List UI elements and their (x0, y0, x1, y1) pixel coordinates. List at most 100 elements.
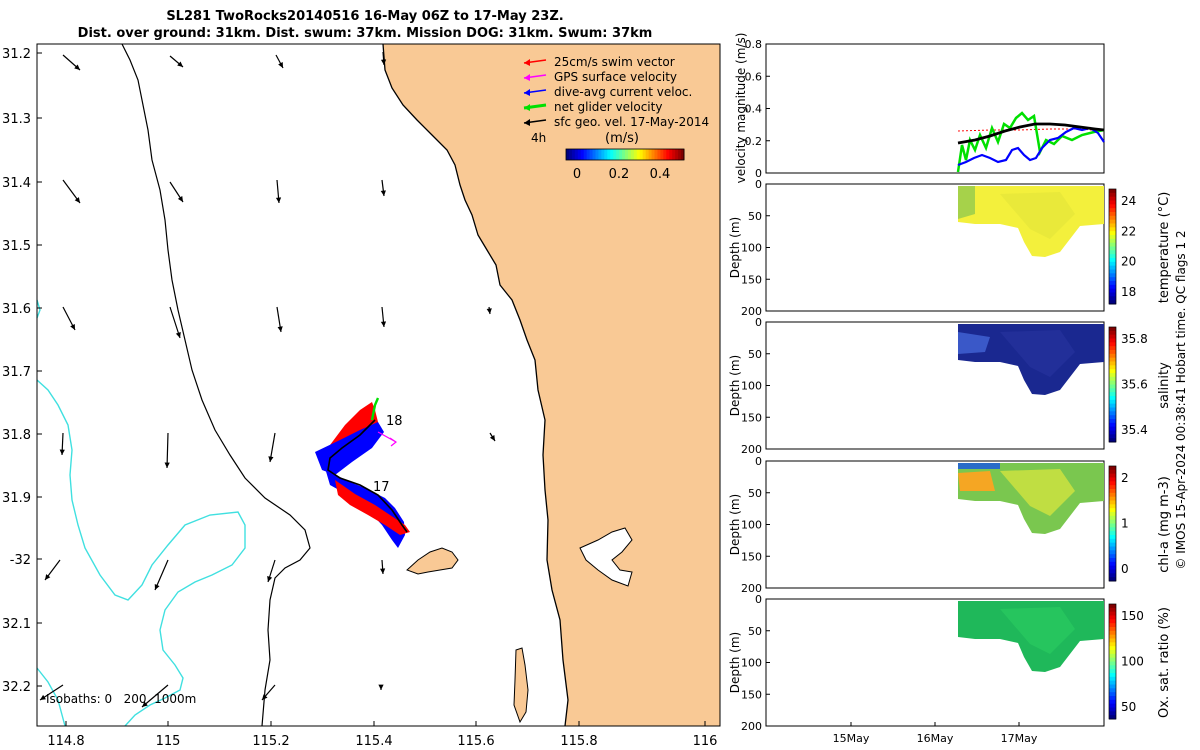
colorbar-cell (627, 149, 632, 160)
section-data-patch (1000, 469, 1075, 516)
section-colorbar-tick: 100 (1121, 655, 1144, 669)
map-xtick-label: 116 (693, 734, 718, 749)
section-colorbar-cell (1109, 334, 1116, 339)
legend-swatch-head (524, 104, 530, 111)
geo-arrow-head (40, 694, 46, 700)
section-colorbar-cell (1109, 489, 1116, 494)
colorbar-cell (636, 149, 641, 160)
map-ytick-label: 31.2 (2, 47, 31, 62)
colorbar-cell (616, 149, 620, 160)
colorbar-cell (648, 149, 653, 160)
section-colorbar-cell (1109, 373, 1116, 378)
section-colorbar-cell (1109, 254, 1116, 259)
map-xtick-label: 115.2 (252, 734, 289, 749)
section-colorbar-cell (1109, 223, 1116, 228)
colorbar-cell (604, 149, 608, 160)
map-ytick-label: 31.3 (2, 112, 31, 127)
map-ytick-label: 31.9 (2, 491, 31, 506)
depth-axis-label: Depth (m) (728, 632, 742, 693)
depth-tick-label: 150 (741, 411, 762, 424)
section-colorbar-tick: 0 (1121, 562, 1129, 576)
section-colorbar-cell (1109, 365, 1116, 370)
colorbar-cell (669, 149, 673, 160)
section-colorbar-cell (1109, 653, 1116, 659)
section-colorbar-cell (1109, 438, 1116, 443)
section-colorbar-cell (1109, 665, 1116, 670)
colorbar-cell (566, 149, 570, 160)
section-colorbar-cell (1109, 623, 1116, 628)
colorbar-unit: (m/s) (605, 131, 639, 146)
section-colorbar-cell (1109, 496, 1116, 501)
map-xtick-label: 115.8 (560, 734, 597, 749)
section-colorbar-label: chl-a (mg m-3) (1157, 476, 1172, 573)
colorbar-cell (577, 149, 582, 160)
section-colorbar-cell (1109, 399, 1116, 405)
geo-arrow-head (154, 584, 160, 590)
geo-arrow-head (380, 321, 387, 327)
section-colorbar-cell (1109, 258, 1116, 263)
colorbar-cell (568, 149, 573, 160)
colorbar-cell (589, 149, 594, 160)
estuary (579, 527, 633, 587)
map-xtick-label: 114.8 (47, 734, 84, 749)
velocity-panel: 0 0.2 0.4 0.6 0.8 velocity magnitude (m/s) (734, 33, 1105, 183)
section-colorbar-cell (1109, 430, 1116, 435)
time-tick-label: 15May (833, 732, 870, 745)
net-glider-velocity-tip (370, 397, 380, 421)
section-colorbar-cell (1109, 512, 1116, 517)
geo-arrow-head (380, 190, 386, 196)
section-colorbar-cell (1109, 611, 1116, 616)
section-colorbar-cell (1109, 707, 1116, 712)
legend-swatch-head (524, 74, 530, 81)
chart-title-line2: Dist. over ground: 31km. Dist. swum: 37k… (77, 26, 653, 41)
geo-arrow-head (262, 694, 268, 700)
section-data-patch (958, 332, 990, 354)
section-colorbar-cell (1109, 419, 1116, 424)
chart-title-line1: SL281 TwoRocks20140516 16-May 06Z to 17-… (166, 9, 564, 24)
velocity-green-series (956, 111, 1105, 173)
isobath-1000m-left (36, 299, 41, 319)
map-xtick-label: 115.4 (355, 734, 392, 749)
section-colorbar-cell (1109, 235, 1116, 240)
section-colorbar-cell (1109, 619, 1116, 624)
geo-arrow-head (45, 574, 51, 580)
legend-entry: dive-avg current veloc. (554, 85, 692, 99)
section-colorbar-cell (1109, 715, 1116, 720)
section-colorbar-cell (1109, 426, 1116, 431)
section-colorbar-cell (1109, 504, 1116, 509)
depth-tick-label: 100 (741, 380, 762, 393)
section-colorbar-cell (1109, 634, 1116, 639)
section-colorbar-cell (1109, 327, 1116, 332)
section-colorbar-cell (1109, 481, 1116, 486)
section-colorbar-cell (1109, 277, 1116, 282)
section-panel: 0 50 100 150 200 Depth (m) 2 1 0 chl-a (mg m-3) (728, 455, 1172, 595)
section-colorbar-cell (1109, 615, 1116, 620)
section-data-patch (1000, 192, 1075, 239)
velocity-ytick-label: 0 (755, 167, 762, 180)
time-tick-label: 16May (917, 732, 954, 745)
map-ytick-label: 32.2 (2, 680, 31, 695)
coastline (382, 43, 569, 727)
colorbar-cell (598, 149, 602, 160)
section-colorbar-cell (1109, 242, 1116, 247)
section-data-patch (1000, 607, 1075, 654)
isobaths-label: Isobaths: 0 200 1000m (46, 692, 196, 706)
depth-axis-label: Depth (m) (728, 494, 742, 555)
section-colorbar-cell (1109, 676, 1116, 682)
section-colorbar-cell (1109, 607, 1116, 613)
geo-arrow-head (277, 326, 283, 332)
section-colorbar-cell (1109, 265, 1116, 270)
colorbar-cell (639, 149, 644, 160)
isobath-200m (121, 43, 311, 727)
section-colorbar-cell (1109, 269, 1116, 274)
section-colorbar-cell (1109, 692, 1116, 697)
island-rottnest (406, 547, 459, 575)
colorbar-tick-label: 0.2 (609, 167, 630, 182)
section-colorbar-tick: 24 (1121, 194, 1136, 208)
legend-entry: GPS surface velocity (554, 70, 677, 84)
section-colorbar-cell (1109, 350, 1116, 355)
geo-arrow-head (74, 197, 80, 203)
section-colorbar-cell (1109, 403, 1116, 408)
depth-tick-label: 50 (748, 210, 762, 223)
